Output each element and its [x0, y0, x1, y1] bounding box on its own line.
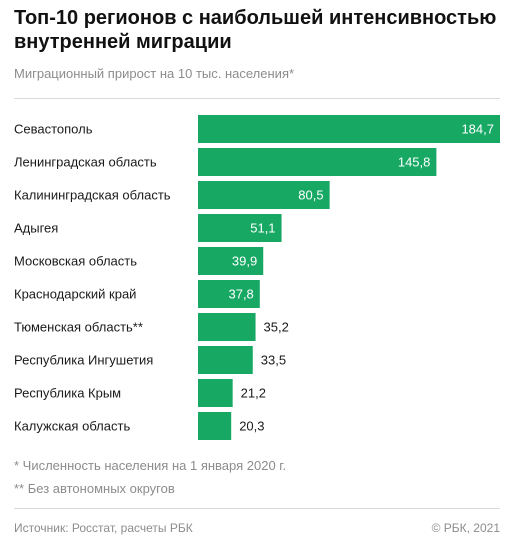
value-label: 20,3 — [239, 419, 264, 434]
bar — [198, 346, 253, 374]
value-label: 37,8 — [228, 287, 253, 302]
value-label: 39,9 — [232, 254, 257, 269]
value-label: 184,7 — [461, 122, 494, 137]
bottom-divider — [14, 508, 500, 509]
value-label: 33,5 — [261, 353, 286, 368]
category-label: Тюменская область** — [14, 320, 143, 335]
bar — [198, 280, 260, 308]
category-label: Адыгея — [14, 221, 58, 236]
chart-subtitle: Миграционный прирост на 10 тыс. населени… — [14, 66, 295, 81]
category-label: Республика Крым — [14, 386, 121, 401]
value-label: 21,2 — [241, 386, 266, 401]
copyright-note: © РБК, 2021 — [431, 521, 500, 535]
bar — [198, 148, 437, 176]
value-label: 51,1 — [250, 221, 275, 236]
value-label: 145,8 — [398, 155, 431, 170]
footnote-population: * Численность населения на 1 января 2020… — [14, 458, 287, 473]
category-label: Калининградская область — [14, 188, 171, 203]
category-label: Московская область — [14, 254, 137, 269]
bar — [198, 214, 282, 242]
bar — [198, 181, 330, 209]
value-label: 35,2 — [264, 320, 289, 335]
bar — [198, 247, 264, 275]
category-label: Республика Ингушетия — [14, 353, 153, 368]
category-label: Севастополь — [14, 122, 93, 137]
category-label: Калужская область — [14, 419, 130, 434]
bar — [198, 379, 233, 407]
category-label: Ленинградская область — [14, 155, 157, 170]
bar — [198, 313, 256, 341]
bar-chart: Севастополь 184,7 Ленинградская область 145… — [14, 115, 500, 440]
footnote-autonomous: ** Без автономных округов — [14, 481, 175, 496]
chart-title: Топ-10 регионов с наибольшей интенсивнос… — [14, 7, 497, 53]
category-label: Краснодарский край — [14, 287, 136, 302]
source-note: Источник: Росстат, расчеты РБК — [14, 521, 193, 535]
bar — [198, 115, 500, 143]
top-divider — [14, 98, 500, 99]
value-label: 80,5 — [298, 188, 323, 203]
bar — [198, 412, 232, 440]
